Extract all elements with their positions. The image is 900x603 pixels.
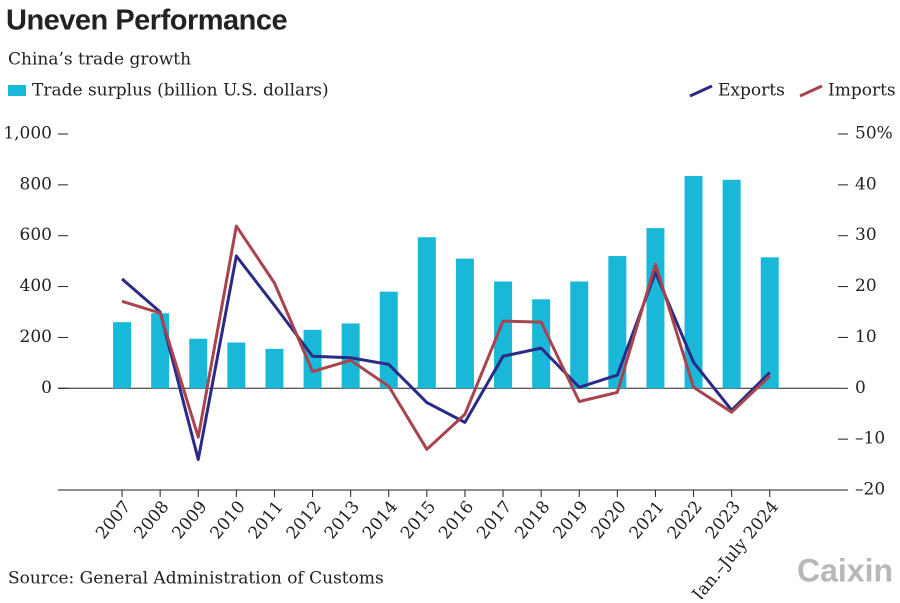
x-tick-label: 2015: [397, 497, 440, 543]
line-series: [121, 254, 771, 461]
bar: [227, 342, 246, 389]
bar: [151, 313, 170, 389]
y-tick-label: 400: [20, 276, 52, 296]
bar: [417, 237, 436, 389]
y2-tick-label: 0: [855, 378, 866, 398]
bar: [265, 348, 284, 389]
y2-tick-label: 40: [855, 174, 877, 194]
legend-swatch: [799, 84, 823, 98]
y2-tick-label: 50%: [855, 124, 893, 144]
y2-tick-label: 20: [855, 276, 877, 296]
x-tick-label: 2018: [511, 497, 554, 543]
y2-tick-label: 30: [855, 225, 877, 245]
x-tick-label: 2019: [549, 497, 592, 543]
bar: [455, 258, 474, 389]
x-tick-label: 2022: [664, 497, 707, 543]
line-series: [121, 224, 771, 451]
source: Source: General Administration of Custom…: [8, 569, 384, 589]
x-tick-label: 2008: [130, 497, 173, 543]
x-tick-label: 2021: [626, 497, 669, 543]
y-tick-label: 800: [20, 174, 52, 194]
x-tick-label: 2020: [587, 497, 630, 543]
bar: [113, 322, 132, 389]
legend-label: Exports: [718, 81, 785, 101]
bar: [608, 256, 627, 389]
bar: [646, 228, 665, 389]
x-tick-label: 2011: [245, 497, 288, 543]
brand-logo: Caixin: [797, 552, 893, 588]
bar: [341, 323, 360, 389]
bar: [379, 291, 398, 389]
bar: [570, 281, 589, 389]
y2-tick-label: –10: [855, 429, 885, 449]
legend-swatch: [8, 85, 26, 96]
x-tick-label: 2014: [359, 497, 402, 543]
x-tick-label: 2009: [168, 497, 211, 543]
bar: [303, 329, 322, 389]
bar: [760, 257, 779, 389]
bar: [189, 338, 208, 389]
y-tick-label: 0: [41, 378, 52, 398]
bar: [722, 179, 741, 389]
y2-tick-label: –20: [855, 480, 885, 500]
y-tick-label: 600: [20, 225, 52, 245]
legend-label: Trade surplus (billion U.S. dollars): [32, 81, 329, 101]
legend-swatch: [689, 84, 713, 98]
y-tick-label: 1,000: [3, 124, 52, 144]
x-tick-label: 2012: [283, 497, 326, 543]
x-tick-label: 2007: [92, 497, 135, 543]
x-tick-label: 2010: [206, 497, 249, 543]
y2-tick-label: 10: [855, 327, 877, 347]
legend-label: Imports: [828, 81, 896, 101]
chart-subtitle: China’s trade growth: [8, 50, 191, 70]
bar: [532, 299, 551, 389]
bar: [684, 175, 703, 389]
x-tick-label: 2016: [435, 497, 478, 543]
x-tick-label: 2013: [321, 497, 364, 543]
x-tick-label: 2017: [473, 497, 516, 543]
y-tick-label: 200: [20, 327, 52, 347]
chart-title: Uneven Performance: [6, 5, 287, 37]
